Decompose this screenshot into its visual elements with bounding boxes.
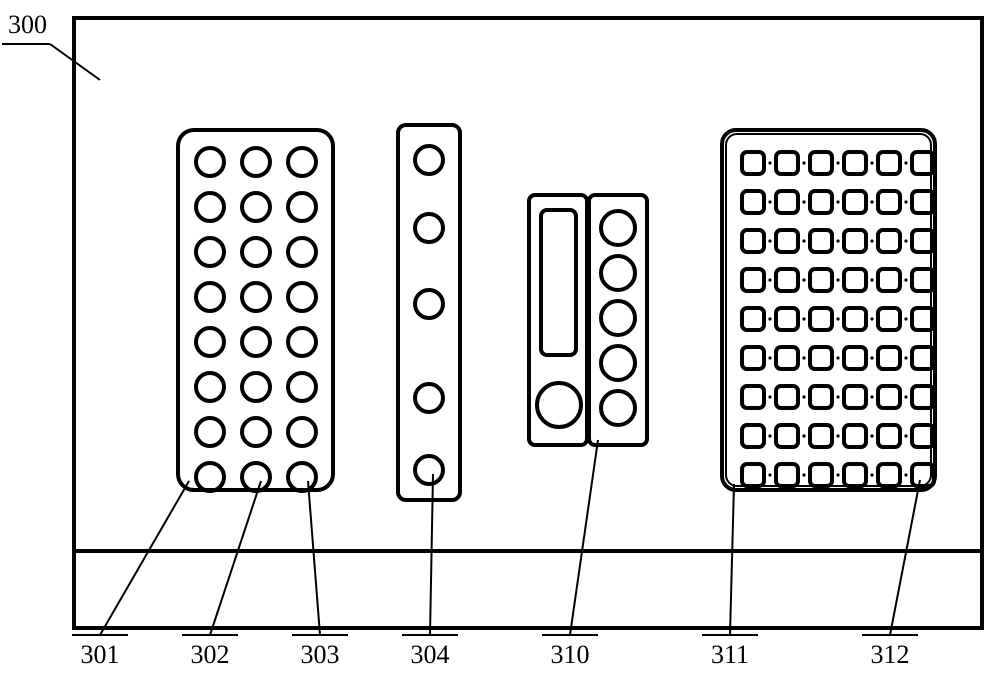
label-302: 302 <box>180 640 240 670</box>
label-303: 303 <box>290 640 350 670</box>
label-300: 300 <box>8 10 68 40</box>
label-304: 304 <box>400 640 460 670</box>
patent-diagram <box>0 0 1000 681</box>
label-310: 310 <box>540 640 600 670</box>
label-301: 301 <box>70 640 130 670</box>
label-311: 311 <box>700 640 760 670</box>
label-312: 312 <box>860 640 920 670</box>
